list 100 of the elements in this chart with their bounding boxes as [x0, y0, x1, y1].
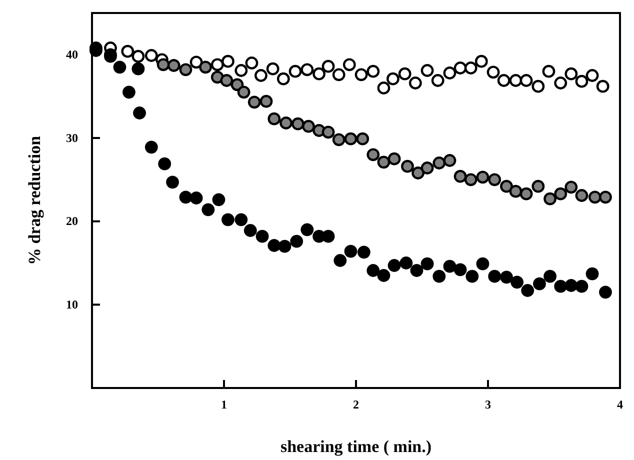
- point: [544, 270, 556, 283]
- point: [432, 270, 446, 283]
- point: [366, 64, 380, 78]
- point: [377, 82, 390, 94]
- point: [276, 72, 290, 86]
- point: [356, 132, 370, 146]
- point: [521, 284, 534, 297]
- point: [222, 54, 234, 68]
- y-axis-title: % drag reduction: [25, 135, 44, 266]
- point: [454, 170, 467, 183]
- point: [166, 176, 179, 189]
- point: [443, 260, 456, 273]
- x-tick-label: 3: [485, 398, 491, 412]
- point: [500, 270, 513, 284]
- y-tick-label: 30: [66, 130, 78, 145]
- point: [322, 60, 335, 73]
- point: [357, 246, 370, 259]
- point: [510, 276, 524, 289]
- point: [288, 64, 302, 78]
- point: [575, 189, 588, 202]
- point: [210, 58, 224, 72]
- point: [222, 213, 234, 226]
- point: [190, 56, 203, 69]
- point: [266, 62, 280, 76]
- point: [377, 156, 390, 169]
- point: [564, 279, 578, 292]
- point: [564, 67, 578, 80]
- point: [509, 184, 522, 198]
- point: [586, 267, 599, 280]
- point: [132, 62, 145, 76]
- point: [431, 74, 444, 87]
- point: [199, 60, 212, 74]
- point: [334, 254, 347, 267]
- point: [220, 74, 234, 87]
- point: [342, 58, 356, 72]
- point: [408, 76, 422, 90]
- point: [158, 157, 172, 170]
- point: [575, 280, 588, 293]
- point: [254, 69, 268, 82]
- point: [520, 187, 533, 200]
- point: [332, 68, 346, 82]
- point: [248, 96, 261, 109]
- point: [401, 160, 414, 173]
- point: [122, 86, 136, 99]
- point: [599, 190, 612, 204]
- point: [280, 116, 292, 130]
- x-tick-label: 4: [617, 398, 623, 412]
- point: [420, 257, 434, 270]
- point: [354, 68, 368, 82]
- point: [290, 234, 304, 248]
- point: [144, 49, 158, 62]
- point: [230, 78, 244, 92]
- y-tick-label: 20: [66, 214, 78, 228]
- point: [366, 148, 380, 162]
- point: [300, 63, 314, 76]
- point: [322, 230, 335, 243]
- point: [410, 264, 424, 277]
- point: [542, 64, 556, 78]
- point: [291, 117, 304, 130]
- point: [121, 44, 134, 58]
- point: [454, 263, 467, 276]
- point: [144, 140, 158, 154]
- point: [596, 80, 610, 93]
- point: [454, 62, 467, 74]
- point: [179, 190, 192, 204]
- point: [464, 62, 478, 74]
- point: [554, 280, 568, 293]
- x-tick-label: 2: [353, 398, 359, 412]
- point: [554, 187, 568, 200]
- point: [156, 58, 170, 72]
- point: [500, 180, 513, 193]
- point: [332, 133, 346, 146]
- point: [533, 277, 546, 290]
- point: [464, 173, 478, 186]
- point: [190, 192, 203, 204]
- point: [388, 152, 401, 166]
- point: [412, 166, 424, 180]
- point: [432, 156, 446, 170]
- point: [268, 112, 281, 126]
- point: [509, 74, 522, 87]
- point: [132, 50, 145, 63]
- point: [260, 94, 273, 108]
- point: [212, 193, 226, 206]
- point: [366, 264, 380, 277]
- point: [488, 173, 502, 186]
- x-tick-label: 1: [221, 398, 227, 412]
- point: [302, 120, 315, 133]
- point: [443, 66, 456, 80]
- point: [420, 64, 434, 77]
- point: [300, 223, 314, 236]
- point: [599, 286, 612, 299]
- point: [554, 76, 568, 90]
- point: [586, 69, 599, 82]
- point: [497, 74, 510, 87]
- point: [344, 244, 358, 258]
- point: [202, 203, 215, 216]
- point: [322, 126, 335, 139]
- point: [532, 180, 545, 193]
- point: [544, 192, 556, 206]
- x-axis-title: shearing time ( min.): [280, 437, 432, 456]
